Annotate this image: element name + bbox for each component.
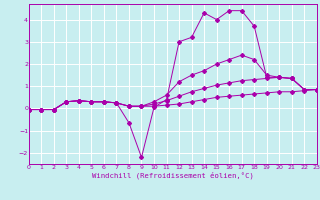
- X-axis label: Windchill (Refroidissement éolien,°C): Windchill (Refroidissement éolien,°C): [92, 171, 254, 179]
